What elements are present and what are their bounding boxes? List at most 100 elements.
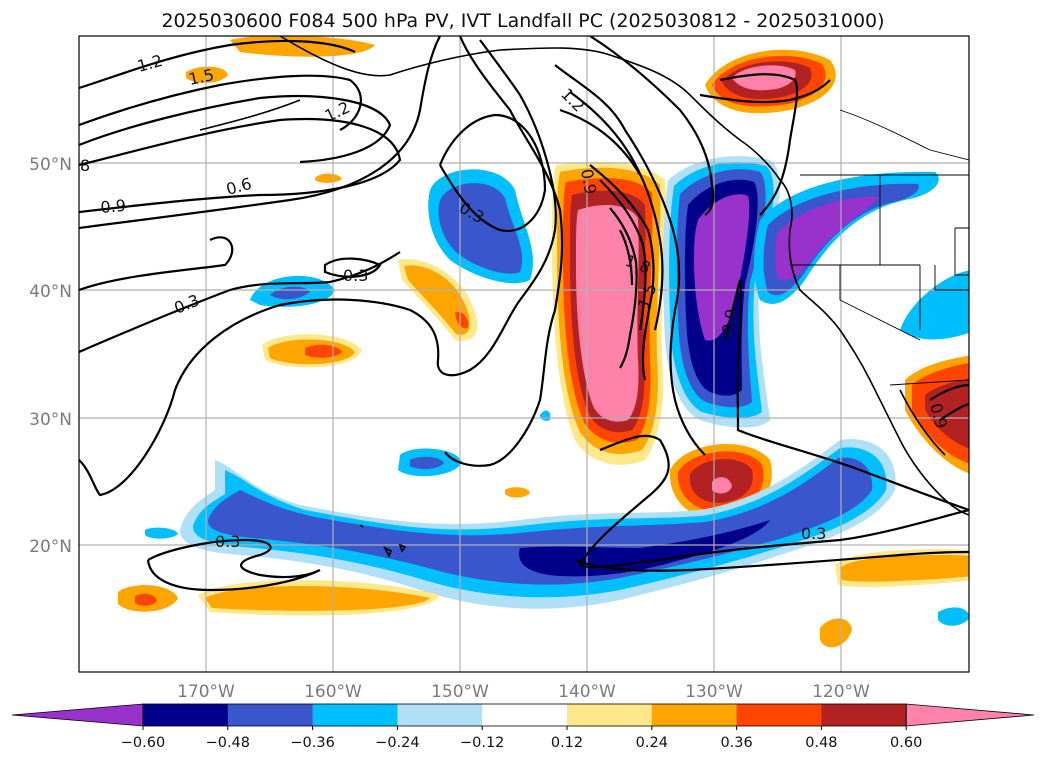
contour-label-8: 0.3 [343, 266, 368, 285]
lat-labels: 50°N 40°N 30°N 20°N [29, 155, 72, 557]
contour-0-3-d [438, 113, 547, 233]
pv-pos-band-core [576, 205, 639, 422]
contour-0-3-a [79, 236, 234, 292]
hawaii-islands [359, 524, 407, 558]
colorbar-tick-label: −0.36 [290, 735, 334, 751]
border-states [790, 175, 921, 341]
coastlines [199, 36, 969, 558]
colorbar-tick-label: 0.12 [551, 735, 583, 751]
coastline-baja [899, 389, 946, 456]
contour-label-6: 0.9 [100, 196, 127, 217]
blob-pos-g-l1 [820, 618, 852, 648]
colorbar-bin [651, 704, 738, 726]
figure-title: 2025030600 F084 500 hPa PV, IVT Landfall… [161, 10, 884, 32]
blob-neg-e-l1 [938, 607, 969, 626]
colorbar-tick-label: 0.36 [720, 735, 752, 751]
border-us-mexico [889, 379, 969, 386]
colorbar-tick-label: −0.24 [375, 735, 419, 751]
colorbar-bin [143, 704, 229, 726]
contour-1-5-b [589, 164, 655, 381]
colorbar-bin [312, 704, 398, 726]
contour-label-2: 1.5 [187, 65, 216, 89]
contour-0-9-c [589, 36, 715, 216]
colorbar: −0.60 −0.48 −0.36 −0.24 −0.12 0.12 0.24 0.36 0.4… [11, 703, 1035, 751]
map-frame [78, 35, 970, 673]
colorbar-tick-label: −0.60 [121, 735, 165, 751]
colorbar-tick-label: 0.60 [890, 735, 922, 751]
contour-1-8 [599, 179, 647, 331]
contour-0-3-h [574, 550, 969, 572]
ivt-shading [118, 36, 969, 648]
contour-0-3-i [146, 538, 321, 592]
blob-pos-e-l2 [840, 555, 969, 582]
blob-pos-a-core [455, 311, 469, 329]
contour-1-2-b [79, 95, 392, 164]
contour-label-11: 0.9 [577, 167, 600, 195]
political-borders [790, 109, 969, 386]
coastline-na [279, 36, 969, 516]
lon-labels: 170°W 160°W 150°W 140°W 130°W 120°W [177, 682, 870, 702]
colorbar-bin [397, 704, 483, 726]
lon-label-130w: 130°W [685, 682, 743, 702]
colorbar-extend-max [905, 703, 1035, 727]
contour-0-3-f [444, 36, 564, 467]
lon-label-120w: 120°W [812, 682, 870, 702]
contour-label-16: 0.3 [215, 532, 240, 551]
contour-label-15: 0.3 [801, 524, 826, 543]
contour-label-14: 0.9 [718, 307, 741, 335]
blob-pos-k-l1 [315, 173, 342, 183]
colorbar-tick-label: −0.48 [206, 735, 250, 751]
colorbar-tick-label: 0.24 [636, 735, 668, 751]
blob-neg-g-l1 [145, 527, 178, 539]
sub-neg-l1 [180, 439, 896, 609]
lat-label-30n: 30°N [29, 410, 72, 430]
blob-pos-h-l1 [505, 487, 530, 498]
pv-contours [79, 36, 969, 592]
contour-0-3-c [323, 257, 382, 278]
contour-0-9-a [79, 117, 402, 214]
colorbar-bin [227, 704, 314, 726]
lon-label-160w: 160°W [304, 682, 362, 702]
contour-2-4 [619, 229, 634, 286]
blob-pos-i-l1 [186, 66, 228, 83]
colorbar-tick-label: −0.12 [460, 735, 504, 751]
blob-neg-d-l1 [900, 270, 969, 340]
contour-1-2-a [79, 39, 356, 90]
blob-pos-c-l2 [205, 586, 430, 611]
contour-0-3-b [79, 251, 401, 354]
blob-pos-d-core [135, 593, 157, 606]
colorbar-bin [821, 704, 907, 726]
graticule [79, 36, 969, 672]
contour-1-5 [79, 74, 362, 131]
contour-0-6-b [559, 108, 641, 176]
lon-label-140w: 140°W [558, 682, 616, 702]
lat-label-20n: 20°N [29, 537, 72, 557]
contour-0-3-g [578, 434, 969, 569]
lat-label-40n: 40°N [29, 282, 72, 302]
colorbar-frame [142, 703, 907, 727]
contour-0-9-e [939, 402, 969, 421]
pnw-pos-core [732, 65, 796, 91]
blob-neg-c-l2 [410, 456, 444, 470]
colorbar-bin [482, 704, 568, 726]
colorbar-bin [736, 704, 822, 726]
lon-label-150w: 150°W [431, 682, 489, 702]
colorbar-tick-label: 0.48 [805, 735, 837, 751]
sub-pos-core [712, 477, 732, 494]
border-states-east [934, 227, 969, 291]
contour-0-9-b [569, 91, 664, 331]
contour-1-2-c [554, 64, 706, 456]
colorbar-extend-min [11, 703, 144, 727]
neg-band-core [694, 194, 750, 341]
map-area: 1.2 1.5 1.2 8 0.6 0.9 0.3 0.3 0.3 1.2 0.… [79, 36, 969, 672]
contour-0-6 [79, 36, 441, 230]
contour-pnw-b [719, 73, 799, 216]
contour-label-4: 8 [80, 156, 90, 175]
contour-pnw-a [699, 79, 831, 104]
neg-ne-band-core [775, 196, 880, 281]
sub-neg-l2 [192, 447, 887, 598]
lon-label-170w: 170°W [177, 682, 235, 702]
contour-0-6-c [929, 383, 969, 401]
contour-2-1 [609, 207, 638, 369]
